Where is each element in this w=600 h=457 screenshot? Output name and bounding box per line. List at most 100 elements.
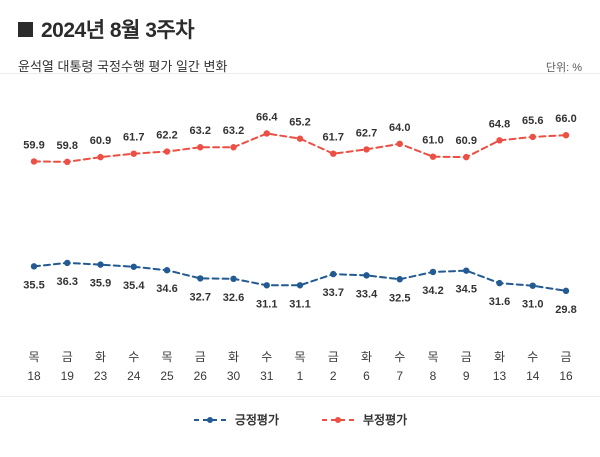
data-point-negative[interactable]	[130, 150, 137, 157]
x-axis-day-label: 수	[128, 350, 139, 364]
legend-marker-positive-icon	[193, 416, 226, 423]
value-label-positive: 31.6	[489, 296, 510, 308]
x-axis-date-label: 9	[463, 369, 470, 383]
data-point-positive[interactable]	[230, 275, 237, 283]
line-chart: 35.5 36.3 35.9 35.4 34.6 32.7 32.6 31.1 31.1 33.7…	[0, 74, 600, 396]
value-label-negative: 65.2	[289, 117, 310, 129]
value-label-negative: 64.0	[389, 122, 410, 134]
value-label-negative: 61.7	[323, 132, 344, 144]
x-axis-date-label: 2	[330, 369, 337, 383]
x-axis-date-label: 31	[260, 369, 274, 383]
data-point-negative[interactable]	[529, 133, 536, 141]
x-axis-day-label: 금	[328, 350, 339, 364]
x-axis-date-label: 6	[363, 369, 370, 383]
data-point-negative[interactable]	[263, 130, 270, 137]
data-point-positive[interactable]	[130, 263, 137, 270]
data-point-negative[interactable]	[197, 144, 204, 151]
series-line-positive	[33, 261, 567, 292]
x-axis-day-label: 금	[560, 350, 571, 364]
value-label-negative: 64.8	[489, 118, 510, 130]
x-axis-day-label: 목	[294, 350, 305, 364]
value-label-negative: 66.0	[555, 113, 576, 125]
square-bullet-icon	[18, 21, 33, 37]
data-point-negative[interactable]	[64, 158, 71, 166]
data-point-positive[interactable]	[363, 272, 370, 279]
value-label-positive: 31.0	[522, 299, 543, 311]
data-point-positive[interactable]	[30, 263, 38, 270]
x-axis-date-label: 18	[27, 369, 41, 383]
value-label-positive: 34.5	[456, 284, 477, 296]
value-label-negative: 62.7	[356, 127, 377, 139]
data-point-negative[interactable]	[296, 135, 304, 142]
x-axis-day-label: 금	[461, 350, 472, 364]
data-point-negative[interactable]	[463, 153, 470, 161]
unit-label: 단위: %	[545, 62, 582, 74]
value-label-positive: 36.3	[57, 276, 78, 288]
x-axis-day-label: 수	[527, 350, 538, 364]
x-axis-date-label: 14	[526, 369, 540, 383]
data-point-positive[interactable]	[429, 268, 437, 276]
value-label-positive: 35.5	[23, 279, 44, 291]
data-point-negative[interactable]	[396, 140, 403, 147]
data-point-negative[interactable]	[97, 153, 104, 161]
x-axis-date-label: 1	[297, 369, 304, 383]
header: 2024년 8월 3주차 윤석열 대통령 국정수행 평가 일간 변화 단위: %	[0, 0, 600, 74]
value-label-negative: 59.8	[57, 140, 78, 152]
x-axis-day-label: 수	[261, 350, 272, 364]
legend-marker-negative-icon	[322, 416, 354, 423]
data-point-positive[interactable]	[396, 276, 403, 283]
chart-canvas: 35.5 36.3 35.9 35.4 34.6 32.7 32.6 31.1 31.1 33.7…	[23, 111, 576, 383]
value-label-negative: 63.2	[190, 125, 211, 137]
x-axis-date-label: 13	[493, 369, 507, 383]
value-label-negative: 60.9	[456, 135, 477, 147]
data-point-negative[interactable]	[30, 158, 38, 165]
x-axis-date-label: 8	[430, 369, 437, 383]
value-label-positive: 31.1	[256, 298, 277, 310]
data-point-positive[interactable]	[197, 275, 204, 282]
legend-label-positive: 긍정평가	[234, 413, 279, 427]
data-point-positive[interactable]	[296, 282, 304, 289]
value-label-positive: 33.4	[356, 288, 378, 300]
data-point-positive[interactable]	[562, 287, 570, 295]
x-axis-day-label: 화	[494, 350, 505, 364]
value-label-positive: 35.9	[90, 278, 111, 290]
value-label-positive: 34.2	[422, 285, 443, 297]
data-point-negative[interactable]	[330, 150, 337, 157]
x-axis-day-label: 목	[28, 350, 39, 364]
x-axis-day-label: 금	[62, 350, 73, 364]
data-point-negative[interactable]	[163, 148, 171, 155]
chart-subtitle: 윤석열 대통령 국정수행 평가 일간 변화	[18, 59, 228, 74]
data-point-positive[interactable]	[463, 267, 470, 274]
data-point-positive[interactable]	[496, 279, 503, 287]
x-axis-day-label: 목	[161, 350, 172, 364]
value-label-positive: 29.8	[555, 304, 576, 316]
data-point-negative[interactable]	[363, 146, 370, 153]
data-point-positive[interactable]	[64, 259, 71, 267]
value-label-negative: 63.2	[223, 125, 244, 137]
value-label-positive: 32.7	[190, 291, 211, 303]
value-label-negative: 62.2	[156, 130, 177, 142]
value-label-positive: 33.7	[323, 287, 344, 299]
page-title: 2024년 8월 3주차	[41, 19, 195, 42]
data-point-negative[interactable]	[230, 144, 237, 151]
legend-label-negative: 부정평가	[363, 413, 408, 427]
data-point-positive[interactable]	[529, 282, 536, 289]
title-row: 2024년 8월 3주차	[18, 14, 582, 44]
subtitle-row: 윤석열 대통령 국정수행 평가 일간 변화 단위: %	[18, 56, 582, 75]
x-axis-day-label: 화	[95, 350, 106, 364]
value-label-positive: 32.6	[223, 292, 244, 304]
value-label-positive: 35.4	[123, 280, 145, 292]
data-point-negative[interactable]	[496, 137, 503, 144]
data-point-negative[interactable]	[562, 132, 570, 139]
data-point-positive[interactable]	[163, 267, 171, 274]
x-axis-date-label: 16	[559, 369, 573, 383]
data-point-positive[interactable]	[330, 270, 337, 278]
data-point-negative[interactable]	[429, 153, 437, 160]
value-label-negative: 61.7	[123, 132, 144, 144]
x-axis-date-label: 25	[160, 369, 174, 383]
value-label-positive: 31.1	[289, 298, 310, 310]
x-axis-day-label: 수	[394, 350, 405, 364]
data-point-positive[interactable]	[97, 261, 104, 268]
x-axis-date-label: 7	[396, 369, 403, 383]
data-point-positive[interactable]	[263, 282, 270, 289]
